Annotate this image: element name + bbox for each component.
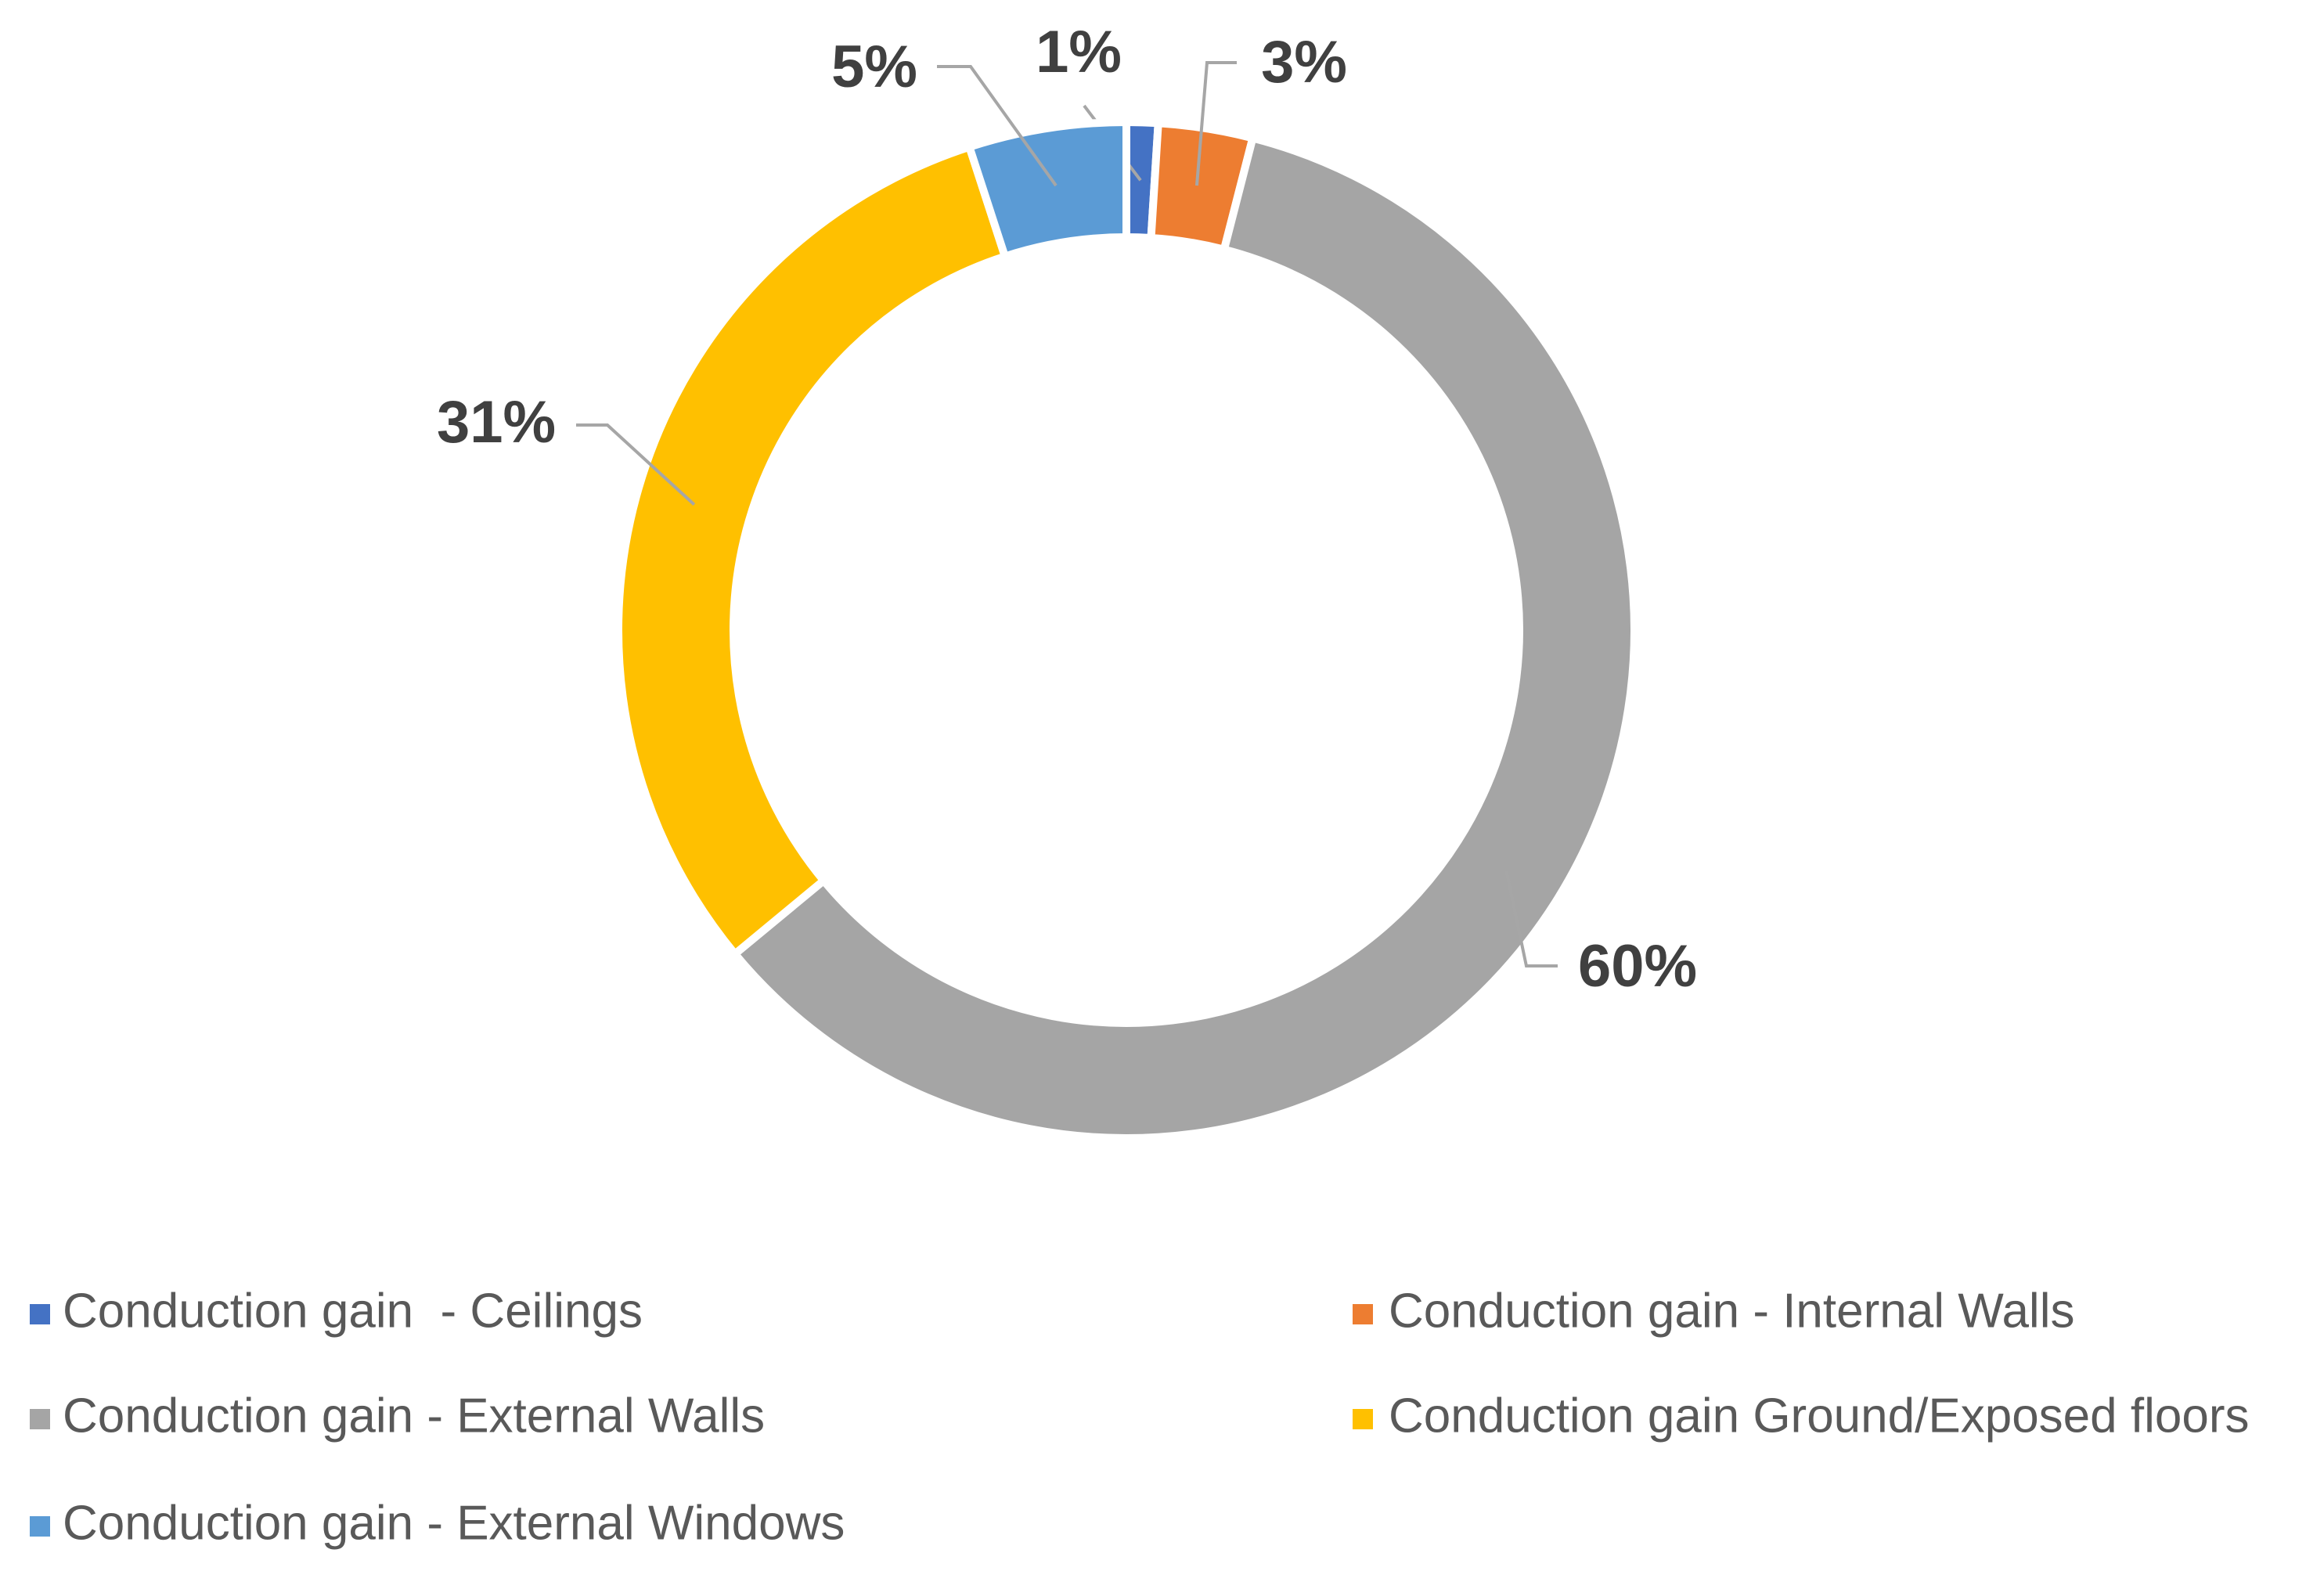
legend-swatch <box>1353 1304 1373 1324</box>
legend-label: Conduction gain Ground/Exposed floors <box>1389 1389 2249 1443</box>
legend-label: Conduction gain - Ceilings <box>63 1284 643 1338</box>
legend-label: Conduction gain - External Walls <box>63 1389 765 1443</box>
donut-slice <box>729 133 1638 1142</box>
legend-swatch <box>1353 1409 1373 1429</box>
data-label: 3% <box>1261 29 1347 95</box>
leader-line <box>1194 61 1237 186</box>
leader-line <box>1504 870 1558 967</box>
leader-line <box>576 423 696 506</box>
legend-swatch <box>30 1409 50 1429</box>
legend-label: Conduction gain - External Windows <box>63 1496 845 1550</box>
legend-swatch <box>30 1304 50 1324</box>
data-label: 31% <box>437 389 556 456</box>
legend-swatch <box>30 1516 50 1537</box>
data-label: 1% <box>1036 19 1122 85</box>
data-label: 60% <box>1578 933 1697 1000</box>
legend-label: Conduction gain - Internal Walls <box>1389 1284 2074 1338</box>
data-label: 5% <box>831 34 917 100</box>
leader-line <box>937 65 1058 187</box>
donut-slice <box>614 142 1011 960</box>
